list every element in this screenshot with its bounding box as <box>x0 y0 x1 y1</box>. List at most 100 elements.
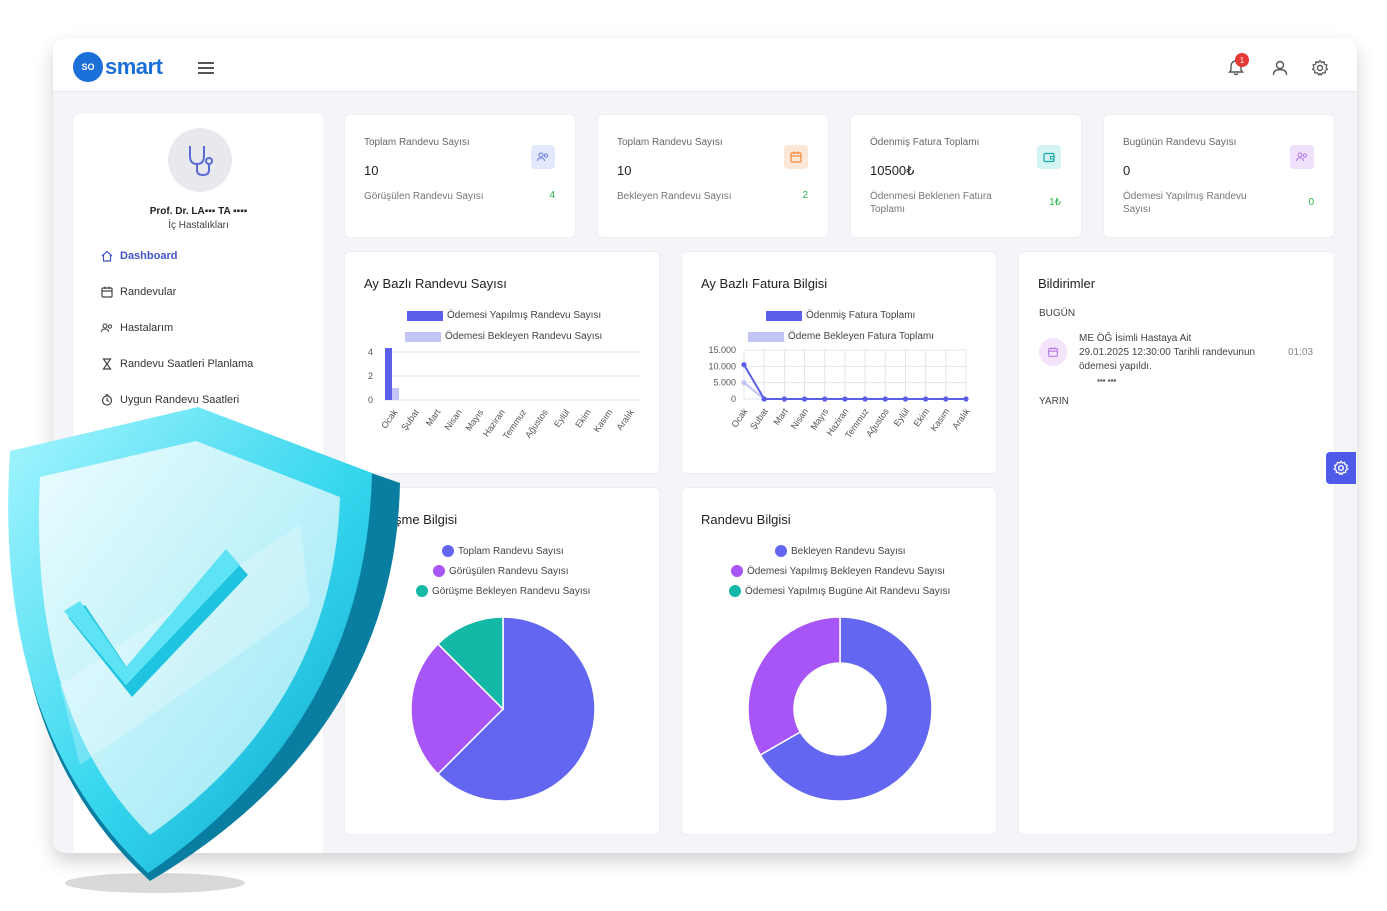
y-tick-label: 15.000 <box>708 345 736 355</box>
stat-title: Ödenmiş Fatura Toplamı <box>870 137 980 148</box>
series-line <box>743 364 966 400</box>
legend-label: Bekleyen Randevu Sayısı <box>791 545 906 557</box>
masked-name: ▪▪▪ ▪▪▪ <box>1097 376 1117 385</box>
data-point <box>943 396 949 402</box>
top-bar: SO smart 1 <box>53 38 1357 92</box>
data-point <box>862 396 868 402</box>
legend-item[interactable]: Görüşülen Randevu Sayısı <box>433 565 569 577</box>
settings-icon[interactable] <box>1310 58 1330 78</box>
legend-label: Görüşme Bekleyen Randevu Sayısı <box>432 585 591 597</box>
stat-count: 2 <box>802 190 808 201</box>
notification-text: ödemesi yapıldı. <box>1079 361 1152 372</box>
today-label: BUGÜN <box>1039 308 1076 319</box>
stat-title: Toplam Randevu Sayısı <box>364 137 470 148</box>
sidebar-item-planlama[interactable]: Randevu Saatleri Planlama <box>100 357 253 371</box>
x-tick-label: Mart <box>771 406 790 427</box>
stat-value: 0 <box>1123 163 1131 178</box>
chart-title: Ay Bazlı Randevu Sayısı <box>364 276 507 291</box>
avatar <box>168 128 232 192</box>
sidebar-item-label: Uygun Randevu Saatleri <box>120 394 240 406</box>
legend-item[interactable]: Ödemesi Yapılmış Bugüne Ait Randevu Sayı… <box>729 585 950 597</box>
legend-label: Ödemesi Bekleyen Randevu Sayısı <box>445 331 603 342</box>
data-point <box>741 380 747 386</box>
legend-item[interactable]: Toplam Randevu Sayısı <box>442 545 564 557</box>
y-tick-label: 0 <box>731 394 736 404</box>
data-point <box>761 396 767 402</box>
calendar-icon <box>1039 338 1067 366</box>
chart-title: Randevu Bilgisi <box>701 512 791 527</box>
appointment-info-card: Randevu Bilgisi Bekleyen Randevu Sayısı … <box>681 487 997 835</box>
logo-text: smart <box>105 54 163 79</box>
doctor-specialty: İç Hastalıkları <box>168 220 229 231</box>
stat-title: Bugünün Randevu Sayısı <box>1123 137 1237 148</box>
user-icon[interactable] <box>1270 58 1290 78</box>
data-point <box>801 396 808 402</box>
x-tick-label: Nisan <box>442 407 463 432</box>
donut-chart <box>747 616 933 802</box>
x-tick-label: Mart <box>424 407 443 428</box>
menu-toggle-icon[interactable] <box>198 62 214 74</box>
x-tick-label: Ağustos <box>523 407 550 440</box>
data-point <box>963 396 969 402</box>
legend-label: Ödenmiş Fatura Toplamı <box>806 310 916 321</box>
stat-subtitle: Ödemesi Yapılmış Randevu Sayısı <box>1123 191 1247 215</box>
sidebar-item-label: Dashboard <box>120 250 178 262</box>
stat-count: 4 <box>549 190 555 201</box>
customizer-button[interactable] <box>1326 452 1356 484</box>
hourglass-icon <box>102 358 112 370</box>
y-tick-label: 4 <box>368 347 373 357</box>
legend-swatch <box>442 545 454 557</box>
clock-icon <box>101 394 113 406</box>
legend-swatch <box>416 585 428 597</box>
stat-count: 1₺ <box>1049 197 1061 208</box>
legend-item[interactable]: Ödenmiş Fatura Toplamı <box>766 310 915 321</box>
data-point <box>822 396 828 402</box>
bar <box>385 348 392 400</box>
gear-icon <box>1333 460 1349 476</box>
sidebar-item-randevular[interactable]: Randevular <box>100 285 176 299</box>
stat-value: 10 <box>617 163 632 178</box>
logo[interactable]: SO smart <box>73 52 163 82</box>
legend-swatch <box>748 331 784 342</box>
legend-label: Ödemesi Yapılmış Bekleyen Randevu Sayısı <box>747 565 946 577</box>
sidebar-item-hastalarim[interactable]: Hastalarım <box>100 321 173 335</box>
data-point <box>842 396 848 402</box>
sidebar-item-uygun-saatler[interactable]: Uygun Randevu Saatleri <box>100 393 239 407</box>
doctor-name: Prof. Dr. LA▪▪▪ TA ▪▪▪▪ <box>149 206 248 217</box>
legend-item[interactable]: Ödemesi Yapılmış Randevu Sayısı <box>407 310 601 321</box>
sidebar-item-dashboard[interactable]: Dashboard <box>100 249 177 263</box>
legend-swatch <box>731 565 743 577</box>
legend-swatch <box>433 565 445 577</box>
stat-card: Toplam Randevu Sayısı 10 Görüşülen Rande… <box>344 114 576 238</box>
stat-title: Toplam Randevu Sayısı <box>617 137 723 148</box>
legend-item[interactable]: Ödemesi Bekleyen Randevu Sayısı <box>405 331 602 342</box>
stat-card: Toplam Randevu Sayısı 10 Bekleyen Randev… <box>597 114 829 238</box>
x-tick-label: Ekim <box>573 407 593 429</box>
wallet-icon <box>1037 145 1061 169</box>
meeting-info-card: şme Bilgisi Toplam Randevu Sayısı Görüşü… <box>344 487 660 835</box>
security-shield-icon <box>8 407 401 893</box>
users-icon <box>1290 145 1314 169</box>
x-tick-label: Şubat <box>748 406 770 431</box>
y-tick-label: 2 <box>368 371 373 381</box>
legend-item[interactable]: Görüşme Bekleyen Randevu Sayısı <box>416 585 590 597</box>
monthly-appointments-card: Ay Bazlı Randevu Sayısı Ödemesi Yapılmış… <box>344 251 660 474</box>
legend-item[interactable]: Ödemesi Yapılmış Bekleyen Randevu Sayısı <box>731 565 945 577</box>
notification-time: 01:03 <box>1288 347 1314 358</box>
pie-slice <box>759 616 933 802</box>
stat-value: 10500₺ <box>870 163 915 178</box>
pie-slice <box>747 616 841 757</box>
stethoscope-icon <box>189 146 213 177</box>
stat-card: Bugünün Randevu Sayısı 0 Ödemesi Yapılmı… <box>1103 114 1335 238</box>
calendar-icon <box>784 145 808 169</box>
data-point <box>882 396 888 402</box>
stat-subtitle: Ödenmesi Beklenen Fatura Toplamı <box>870 191 992 215</box>
x-tick-label: Kasım <box>592 407 615 434</box>
legend-item[interactable]: Ödeme Bekleyen Fatura Toplamı <box>748 331 934 342</box>
legend-item[interactable]: Bekleyen Randevu Sayısı <box>775 545 906 557</box>
legend-label: Görüşülen Randevu Sayısı <box>449 565 569 577</box>
data-point <box>923 396 929 402</box>
legend-label: Ödemesi Yapılmış Randevu Sayısı <box>447 310 602 321</box>
stat-value: 10 <box>364 163 379 178</box>
